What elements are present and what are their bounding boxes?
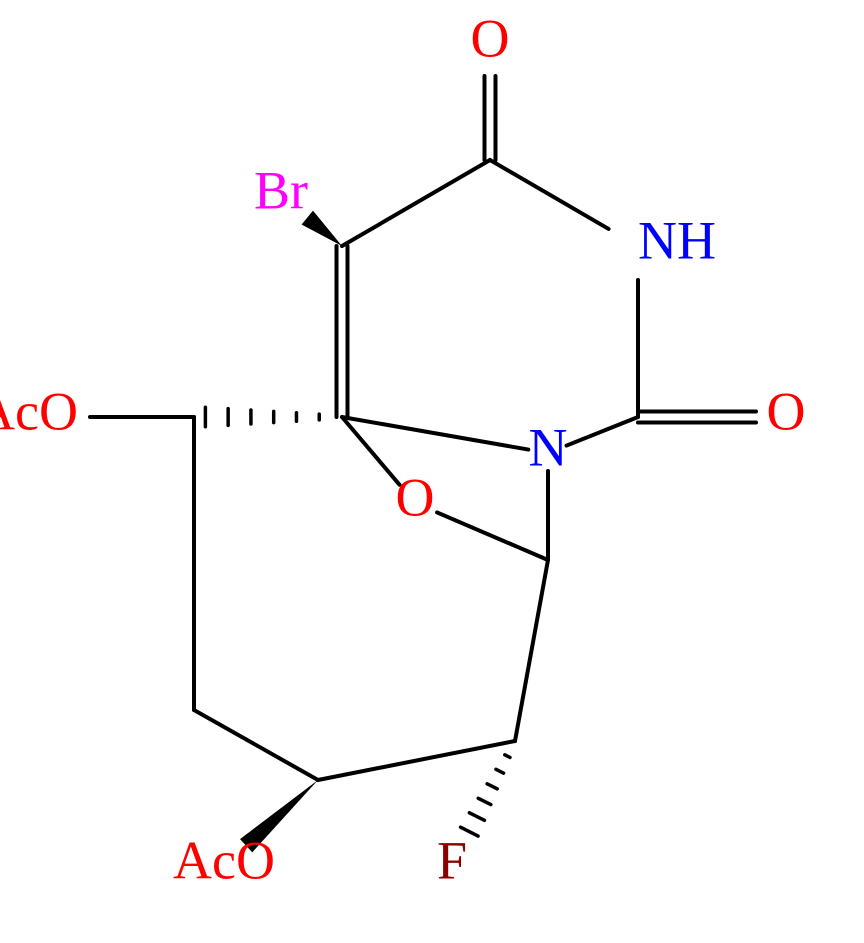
atom-label-O_right: O [767,381,806,441]
atom-label-AcO1: AcO [0,381,78,441]
atom-label-O_ring: O [396,467,435,527]
atom-label-Br: Br [254,160,308,220]
atom-label-AcO2: AcO [173,830,275,890]
atom-label-F: F [437,830,467,890]
atom-label-O_top: O [471,8,510,68]
atom-label-NH: NH [638,210,716,270]
atom-label-N_ring: N [529,417,568,477]
molecule-diagram: O Br NH AcO O N O AcO F [0,0,864,943]
